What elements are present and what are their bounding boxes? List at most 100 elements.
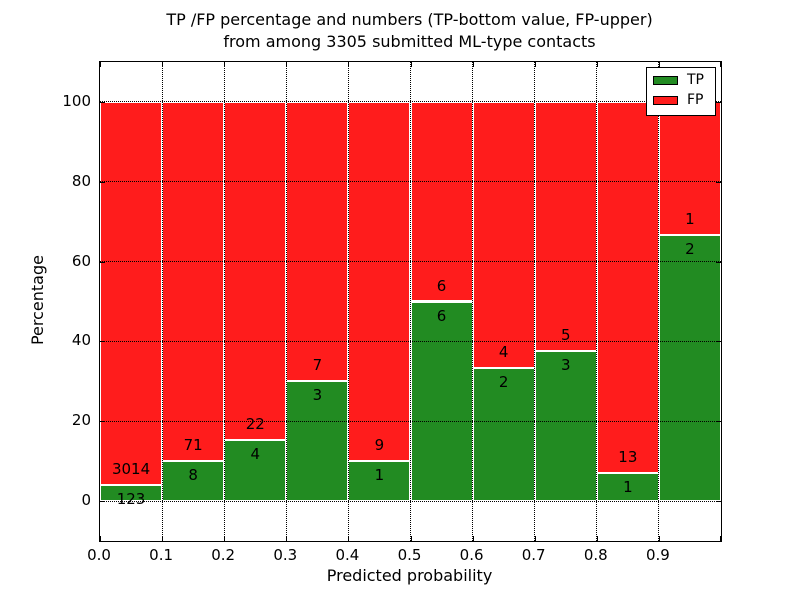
bar-segment-fp [286, 101, 349, 382]
tp-count-label: 123 [116, 490, 146, 509]
vertical-gridline [161, 62, 163, 541]
legend-label-tp: TP [687, 72, 704, 88]
tp-count-label: 3 [560, 356, 571, 375]
fp-count-label: 13 [618, 447, 638, 466]
x-tick-mark-top [534, 62, 536, 67]
fp-count-label: 5 [560, 326, 571, 345]
legend-item-tp: TP [653, 73, 715, 88]
x-tick-mark-top [224, 62, 226, 67]
tp-count-label: 8 [188, 465, 198, 484]
vertical-gridline [658, 62, 660, 541]
y-tick-mark-right [716, 501, 721, 503]
x-tick-label: 0.5 [397, 546, 422, 564]
x-tick-mark-top [286, 62, 288, 67]
y-tick-mark-right [716, 101, 721, 103]
tp-count-label: 2 [498, 373, 509, 391]
bar-segment-fp [596, 101, 659, 473]
fp-count-label: 1 [685, 210, 695, 228]
horizontal-gridline [100, 261, 721, 263]
bar-segment-fp [348, 101, 411, 462]
x-tick-mark-bottom [534, 536, 536, 541]
x-tick-mark-bottom [100, 536, 101, 541]
tp-count-label: 4 [250, 444, 260, 463]
x-tick-label: 0.8 [583, 546, 608, 564]
x-tick-label: 0.9 [645, 546, 670, 564]
bar-segment-tp [534, 351, 597, 502]
x-tick-mark-bottom [720, 536, 721, 541]
x-tick-mark-bottom [658, 536, 660, 541]
bar-segment-tp [596, 472, 659, 502]
tp-count-label: 6 [436, 306, 447, 325]
y-tick-label: 40 [71, 331, 91, 350]
x-tick-mark-bottom [348, 536, 350, 541]
y-tick-mark-left [100, 181, 105, 183]
tp-count-label: 1 [623, 477, 633, 496]
fp-count-label: 4 [498, 343, 509, 361]
horizontal-gridline [100, 340, 721, 342]
vertical-gridline [285, 62, 287, 541]
y-tick-mark-left [100, 101, 105, 103]
bar-segment-tp [286, 381, 349, 501]
y-tick-mark-left [100, 421, 105, 423]
bar-segment-fp [410, 101, 473, 302]
y-tick-mark-right [716, 181, 721, 183]
tp-count-label: 1 [374, 466, 385, 485]
vertical-gridline [410, 62, 411, 541]
vertical-gridline [347, 62, 349, 541]
x-tick-mark-top [596, 62, 598, 67]
x-tick-mark-top [720, 62, 721, 67]
bar-segment-fp [658, 101, 721, 235]
bar-segment-tp [162, 460, 225, 502]
legend: TP FP [646, 67, 716, 116]
x-tick-label: 0.6 [459, 546, 484, 564]
x-tick-label: 0.2 [211, 546, 236, 564]
y-tick-mark-right [716, 341, 721, 343]
x-tick-label: 0.0 [87, 546, 111, 564]
bar-segment-fp [472, 101, 535, 368]
vertical-gridline [534, 62, 536, 541]
fp-count-label: 3014 [111, 460, 151, 479]
horizontal-gridline [100, 500, 721, 502]
x-tick-mark-top [410, 62, 412, 67]
x-tick-label: 0.4 [335, 546, 360, 564]
x-tick-label: 0.7 [521, 546, 546, 564]
fp-count-label: 22 [245, 414, 265, 433]
chart-title-line1: TP /FP percentage and numbers (TP-bottom… [166, 10, 653, 29]
x-tick-mark-top [658, 62, 660, 67]
bar-segment-tp [410, 301, 473, 502]
fp-count-label: 9 [374, 436, 385, 455]
y-tick-label: 20 [71, 411, 91, 430]
x-tick-mark-top [348, 62, 350, 67]
bar-segment-tp [224, 439, 287, 502]
legend-label-fp: FP [687, 92, 704, 108]
x-tick-mark-bottom [596, 536, 598, 541]
y-tick-mark-right [716, 261, 721, 263]
tp-count-label: 2 [685, 240, 695, 258]
fp-count-label: 7 [312, 356, 323, 375]
bar-segment-fp [162, 101, 225, 461]
vertical-gridline [472, 62, 474, 541]
y-tick-label: 0 [81, 491, 91, 510]
y-tick-label: 60 [71, 251, 91, 270]
x-tick-mark-bottom [410, 536, 412, 541]
tp-count-label: 3 [312, 386, 323, 405]
horizontal-gridline [100, 420, 721, 422]
x-tick-label: 0.3 [273, 546, 298, 564]
bar-segment-fp [100, 101, 163, 486]
fp-count-label: 71 [183, 435, 203, 454]
x-tick-mark-bottom [286, 536, 288, 541]
fp-count-label: 6 [436, 276, 447, 295]
x-tick-label: 0.1 [149, 546, 174, 564]
x-axis-label: Predicted probability [326, 566, 493, 585]
y-tick-mark-left [100, 341, 105, 343]
x-tick-mark-top [472, 62, 474, 67]
horizontal-gridline [100, 181, 721, 183]
bar-segment-fp [534, 101, 597, 352]
fp-color-swatch [653, 96, 678, 105]
y-tick-mark-left [100, 261, 105, 263]
chart-title-line2: from among 3305 submitted ML-type contac… [223, 32, 596, 51]
plot-area: TP FP 3014 123 71 8 22 4 7 3 9 1 6 6 4 2 5 3 13 1 1 2 [99, 61, 722, 542]
bar-segment-tp [348, 461, 411, 502]
bar-segment-tp [100, 485, 163, 502]
legend-item-fp: FP [653, 93, 715, 108]
